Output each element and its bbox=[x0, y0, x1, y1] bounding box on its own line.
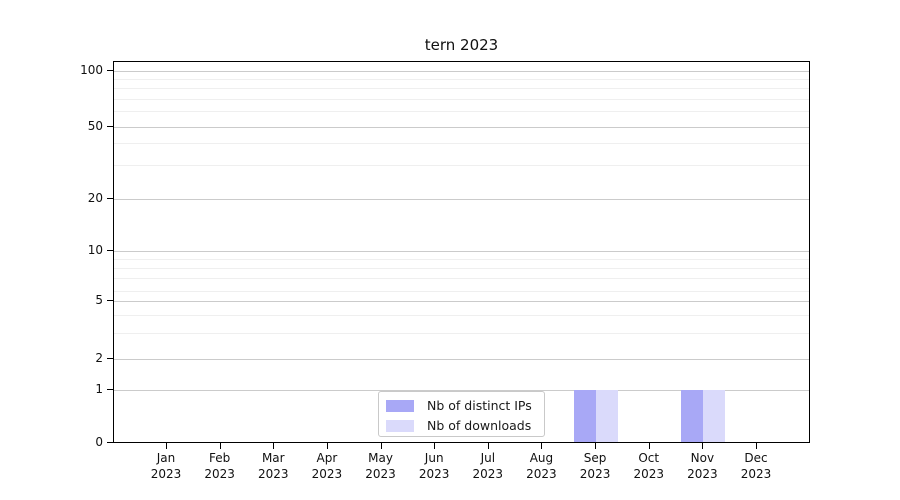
y-tick-label: 20 bbox=[87, 191, 103, 205]
x-tick-label: Aug 2023 bbox=[526, 451, 557, 481]
minor-gridline bbox=[114, 88, 809, 89]
bar-nb-of-downloads-nov-2023 bbox=[703, 390, 726, 442]
x-tick-mark bbox=[648, 443, 650, 449]
x-tick-label: Sep 2023 bbox=[579, 451, 611, 481]
minor-gridline bbox=[114, 143, 809, 144]
x-tick-mark bbox=[755, 443, 757, 449]
y-tick-mark bbox=[107, 198, 113, 199]
minor-gridline bbox=[114, 278, 809, 279]
legend-label-distinct-ips: Nb of distinct IPs bbox=[427, 398, 532, 413]
x-tick-label: Jul 2023 bbox=[472, 451, 504, 481]
x-tick-mark bbox=[219, 443, 221, 449]
y-tick-mark bbox=[107, 126, 113, 127]
x-tick-label: Feb 2023 bbox=[204, 451, 235, 481]
bar-nb-of-downloads-sep-2023 bbox=[596, 390, 619, 442]
major-gridline bbox=[114, 301, 809, 302]
major-gridline bbox=[114, 251, 809, 252]
x-tick-label: May 2023 bbox=[365, 451, 396, 481]
y-tick-mark bbox=[107, 442, 113, 443]
y-tick-label: 50 bbox=[87, 119, 103, 133]
x-tick-mark bbox=[380, 443, 382, 449]
y-tick-label: 100 bbox=[80, 63, 103, 77]
minor-gridline bbox=[114, 315, 809, 316]
x-tick-mark bbox=[166, 443, 167, 449]
legend-swatch-distinct-ips bbox=[386, 400, 414, 412]
y-tick-mark bbox=[107, 250, 113, 251]
x-tick-mark bbox=[702, 443, 704, 449]
x-tick-label: Nov 2023 bbox=[687, 451, 718, 481]
x-tick-label: Jan 2023 bbox=[150, 451, 182, 481]
bar-nb-of-distinct-ips-sep-2023 bbox=[574, 390, 597, 442]
x-tick-label: Jun 2023 bbox=[418, 451, 450, 481]
x-tick-mark bbox=[434, 443, 436, 449]
major-gridline bbox=[114, 359, 809, 360]
legend: Nb of distinct IPs Nb of downloads bbox=[378, 391, 545, 437]
legend-label-downloads: Nb of downloads bbox=[427, 418, 532, 433]
chart-title: tern 2023 bbox=[424, 36, 499, 54]
minor-gridline bbox=[114, 99, 809, 100]
major-gridline bbox=[114, 71, 809, 72]
y-tick-label: 10 bbox=[87, 243, 103, 257]
minor-gridline bbox=[114, 291, 809, 292]
major-gridline bbox=[114, 127, 809, 128]
y-tick-mark bbox=[107, 300, 113, 301]
x-tick-mark bbox=[541, 443, 543, 449]
major-gridline bbox=[114, 390, 809, 391]
bar-nb-of-distinct-ips-nov-2023 bbox=[681, 390, 704, 442]
minor-gridline bbox=[114, 259, 809, 260]
legend-swatch-downloads bbox=[386, 420, 414, 432]
y-tick-mark bbox=[107, 70, 113, 71]
x-tick-mark bbox=[273, 443, 275, 449]
x-tick-mark bbox=[487, 443, 489, 449]
y-tick-label: 1 bbox=[95, 382, 103, 396]
minor-gridline bbox=[114, 165, 809, 166]
x-tick-mark bbox=[326, 443, 328, 449]
x-tick-label: Mar 2023 bbox=[257, 451, 289, 481]
legend-item-distinct-ips: Nb of distinct IPs bbox=[386, 397, 535, 415]
x-tick-label: Oct 2023 bbox=[633, 451, 664, 481]
plot-area: Nb of distinct IPs Nb of downloads bbox=[113, 61, 810, 443]
minor-gridline bbox=[114, 79, 809, 80]
minor-gridline bbox=[114, 333, 809, 334]
x-tick-label: Dec 2023 bbox=[740, 451, 772, 481]
x-tick-label: Apr 2023 bbox=[311, 451, 343, 481]
y-tick-mark bbox=[107, 358, 113, 359]
y-tick-label: 0 bbox=[95, 435, 103, 449]
major-gridline bbox=[114, 199, 809, 200]
legend-item-downloads: Nb of downloads bbox=[386, 417, 535, 435]
x-tick-mark bbox=[595, 443, 597, 449]
minor-gridline bbox=[114, 111, 809, 112]
y-tick-label: 5 bbox=[95, 293, 103, 307]
minor-gridline bbox=[114, 268, 809, 269]
y-tick-mark bbox=[107, 389, 113, 390]
y-tick-label: 2 bbox=[95, 351, 103, 365]
